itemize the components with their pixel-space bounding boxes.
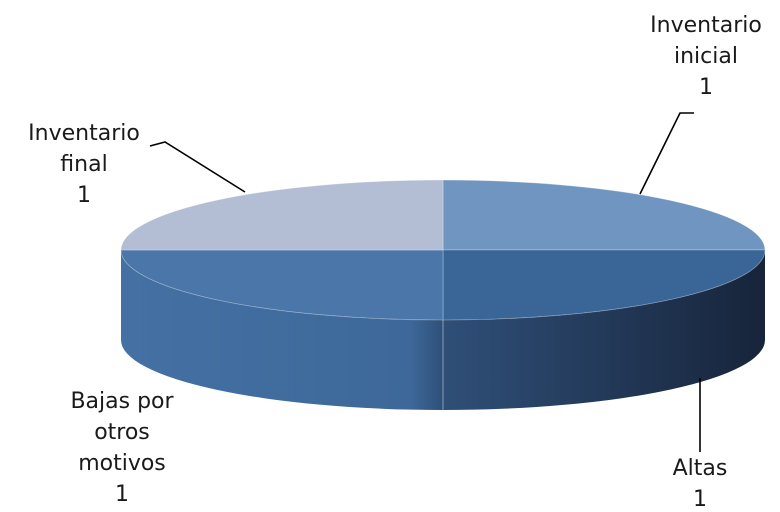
pie-slice bbox=[120, 179, 444, 251]
data-label: Bajas por otros motivos 1 bbox=[70, 389, 174, 507]
data-label-category: Bajas por bbox=[70, 389, 174, 414]
data-label-category: motivos bbox=[78, 451, 166, 476]
data-label: Inventario final 1 bbox=[28, 121, 140, 208]
data-label-value: 1 bbox=[699, 75, 713, 100]
leader-line bbox=[639, 112, 694, 195]
leader-line bbox=[149, 141, 246, 193]
data-label-value: 1 bbox=[693, 487, 707, 512]
pie-slice bbox=[442, 249, 766, 321]
data-label: Inventario inicial 1 bbox=[650, 13, 762, 100]
data-label-category: final bbox=[60, 152, 107, 177]
data-label-value: 1 bbox=[77, 183, 91, 208]
data-label-category: Altas bbox=[673, 456, 728, 481]
data-label-category: inicial bbox=[674, 44, 738, 69]
data-label-value: 1 bbox=[115, 482, 129, 507]
data-label-category: Inventario bbox=[28, 121, 140, 146]
pie-slice bbox=[442, 179, 766, 251]
data-label-category: otros bbox=[94, 420, 150, 445]
data-label: Altas 1 bbox=[673, 456, 728, 512]
data-label-category: Inventario bbox=[650, 13, 762, 38]
pie-slice bbox=[120, 249, 444, 321]
